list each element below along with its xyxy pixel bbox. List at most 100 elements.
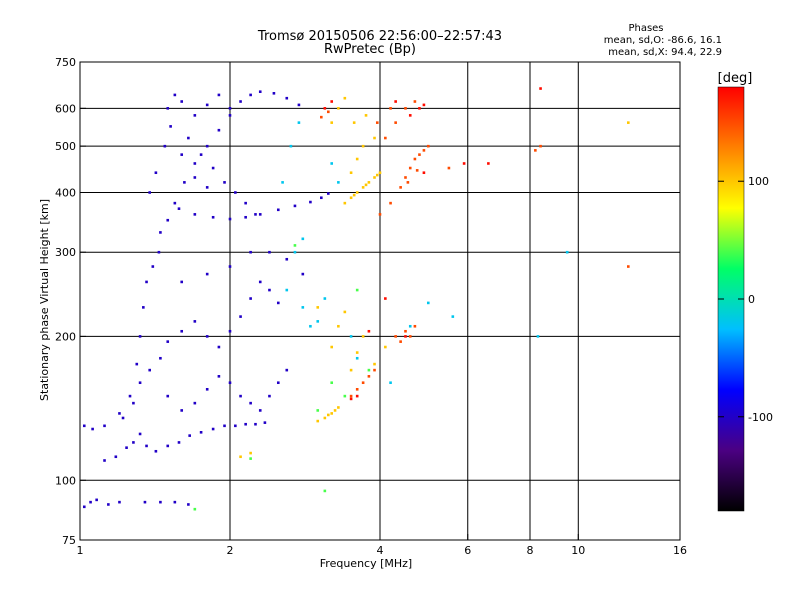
data-point bbox=[373, 136, 376, 140]
data-point bbox=[239, 455, 242, 459]
data-point bbox=[487, 162, 490, 165]
data-point bbox=[394, 121, 397, 124]
data-point bbox=[118, 412, 121, 415]
data-point bbox=[323, 416, 327, 420]
data-point bbox=[418, 153, 421, 156]
data-point bbox=[361, 186, 365, 189]
data-point bbox=[138, 432, 142, 436]
data-point bbox=[349, 196, 353, 200]
data-point bbox=[367, 375, 371, 378]
y-tick-label: 75 bbox=[62, 534, 76, 547]
data-point bbox=[249, 93, 252, 97]
chart-title: Tromsø 20150506 22:56:00–22:57:43 bbox=[257, 29, 502, 44]
data-point bbox=[244, 422, 247, 426]
data-point bbox=[343, 310, 347, 314]
data-point bbox=[82, 505, 86, 509]
data-point bbox=[320, 196, 323, 200]
phase-stats-title: Phases bbox=[628, 23, 663, 34]
data-point bbox=[389, 107, 392, 110]
data-point bbox=[249, 451, 252, 455]
data-point bbox=[349, 397, 353, 401]
data-point bbox=[408, 324, 412, 328]
data-point bbox=[375, 121, 379, 124]
data-point bbox=[205, 335, 209, 338]
colorbar-ticks: 100 0 -100 bbox=[718, 175, 773, 424]
data-point bbox=[337, 406, 340, 409]
data-point bbox=[373, 368, 376, 372]
data-point bbox=[413, 100, 417, 103]
data-point bbox=[404, 176, 407, 179]
y-tick-label: 100 bbox=[55, 474, 76, 487]
data-point bbox=[418, 107, 421, 110]
data-point bbox=[627, 265, 630, 268]
data-point bbox=[364, 114, 368, 117]
data-point bbox=[355, 288, 359, 292]
data-point bbox=[205, 144, 209, 148]
data-point bbox=[258, 280, 262, 284]
data-point bbox=[293, 250, 297, 254]
data-point bbox=[330, 381, 334, 385]
data-point bbox=[138, 335, 142, 338]
data-point bbox=[337, 324, 340, 328]
data-point bbox=[145, 444, 148, 448]
data-point bbox=[323, 107, 327, 110]
data-point bbox=[276, 381, 280, 385]
data-point bbox=[373, 176, 376, 179]
data-point bbox=[285, 257, 289, 261]
data-point bbox=[316, 409, 320, 412]
data-point bbox=[180, 409, 184, 412]
data-point bbox=[268, 394, 271, 398]
data-point bbox=[193, 320, 197, 323]
data-point bbox=[323, 297, 327, 300]
phase-stats-o: mean, sd,O: -86.6, 16.1 bbox=[604, 35, 722, 46]
y-tick-label: 750 bbox=[55, 56, 76, 69]
data-point bbox=[285, 96, 289, 100]
colorbar-tick-label: -100 bbox=[748, 411, 773, 424]
data-point bbox=[193, 213, 197, 216]
data-point bbox=[330, 412, 334, 415]
data-point bbox=[166, 340, 170, 343]
data-point bbox=[301, 306, 305, 309]
data-point bbox=[217, 128, 221, 132]
data-point bbox=[627, 121, 630, 124]
data-point bbox=[249, 250, 252, 254]
data-point bbox=[166, 107, 170, 110]
data-point bbox=[333, 409, 337, 412]
data-point bbox=[364, 183, 368, 187]
gridlines bbox=[80, 62, 680, 540]
data-point bbox=[199, 153, 203, 156]
data-point bbox=[177, 207, 181, 210]
data-point bbox=[384, 297, 387, 300]
data-point bbox=[349, 335, 353, 338]
data-point bbox=[211, 166, 215, 170]
data-point bbox=[367, 181, 371, 184]
data-point bbox=[422, 149, 426, 152]
data-point bbox=[289, 144, 293, 148]
data-point bbox=[352, 121, 356, 124]
data-point bbox=[422, 171, 426, 175]
data-point bbox=[228, 107, 232, 110]
data-point bbox=[145, 280, 148, 284]
data-point bbox=[205, 103, 209, 107]
data-point bbox=[154, 171, 158, 175]
data-point bbox=[193, 176, 197, 179]
data-point bbox=[367, 329, 371, 333]
data-point bbox=[399, 340, 402, 343]
data-point bbox=[355, 157, 359, 161]
data-point bbox=[180, 100, 184, 103]
data-point bbox=[177, 441, 181, 444]
data-point bbox=[205, 388, 209, 391]
data-point bbox=[193, 507, 197, 511]
data-point bbox=[268, 250, 271, 254]
data-point bbox=[244, 201, 247, 205]
data-point bbox=[132, 401, 135, 405]
data-point bbox=[143, 500, 147, 504]
data-point bbox=[159, 500, 162, 504]
data-point bbox=[316, 306, 320, 309]
data-point bbox=[223, 424, 226, 428]
chart-subtitle: RwPretec (Bp) bbox=[324, 42, 416, 57]
data-point bbox=[404, 107, 407, 110]
data-point bbox=[327, 192, 330, 195]
data-point bbox=[103, 424, 106, 428]
data-point bbox=[399, 186, 402, 189]
